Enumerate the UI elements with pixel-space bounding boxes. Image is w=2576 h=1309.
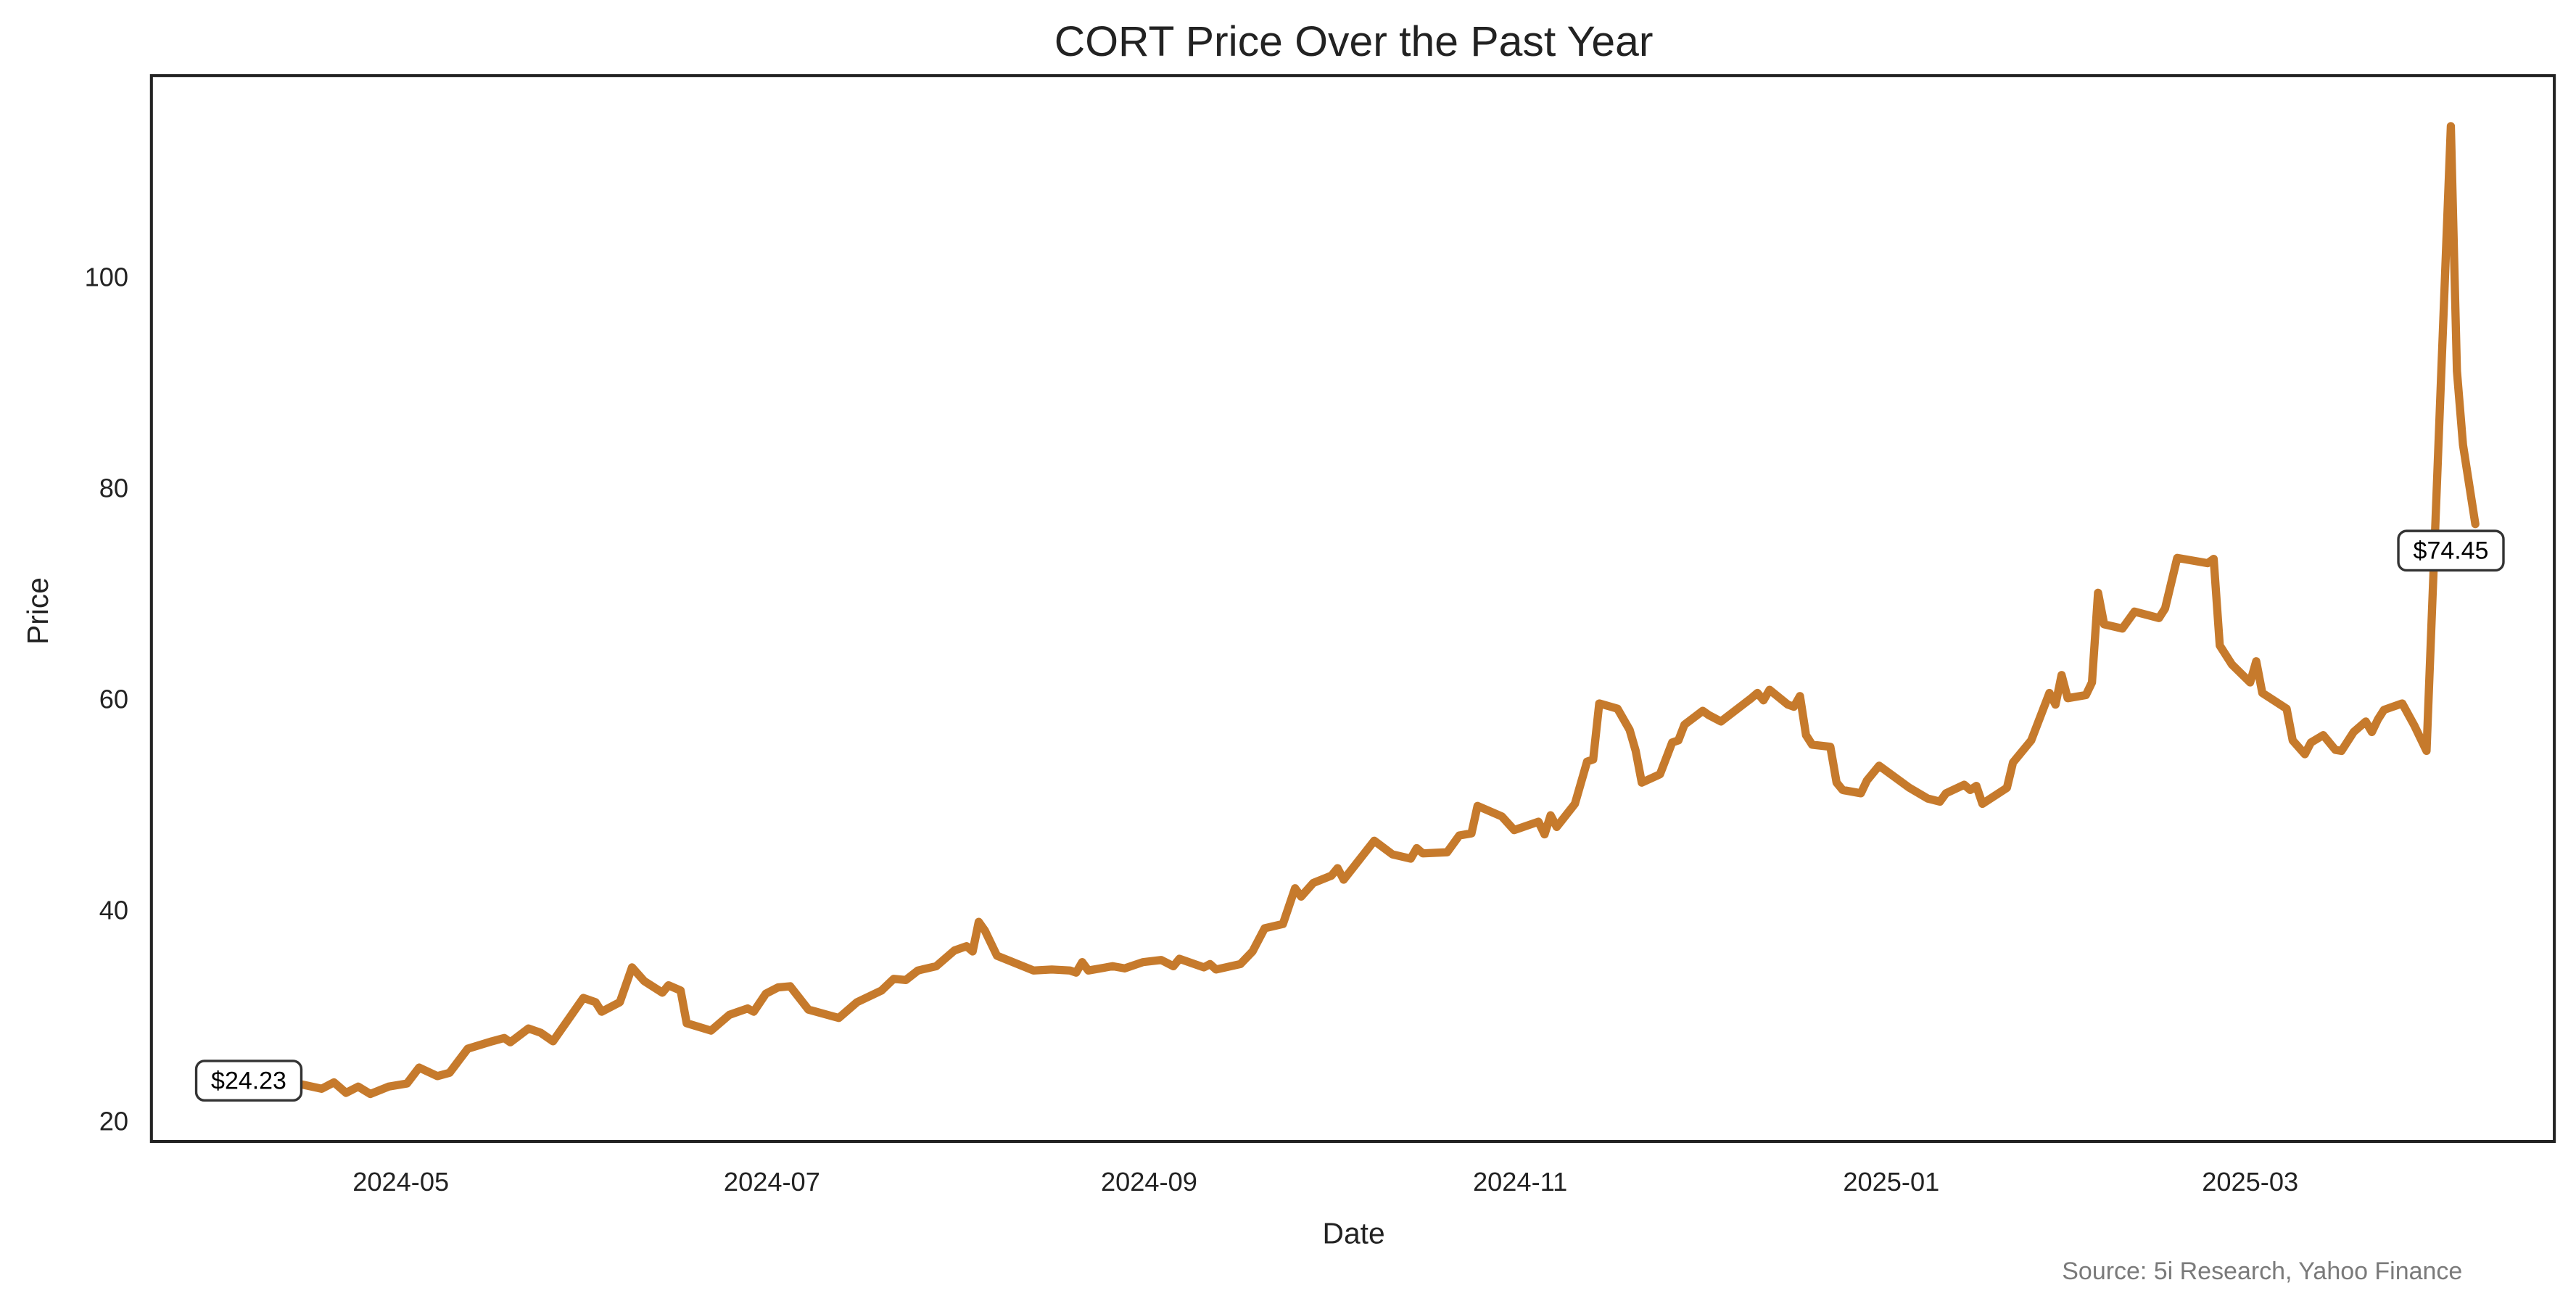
price-annotation: $24.23 [211, 1067, 286, 1094]
annotation-box [194, 1060, 303, 1102]
annotation-box [2397, 529, 2505, 572]
y-axis-label: Price [21, 577, 54, 645]
price-annotation: $74.45 [2414, 537, 2489, 565]
x-tick-label: 2024-07 [724, 1167, 820, 1197]
y-tick-label: 80 [99, 473, 128, 503]
x-tick-label: 2025-03 [2202, 1167, 2298, 1197]
y-tick-label: 20 [99, 1106, 128, 1136]
x-tick-label: 2024-09 [1101, 1167, 1197, 1197]
x-tick-label: 2024-05 [352, 1167, 449, 1197]
y-tick-label: 40 [99, 895, 128, 925]
y-tick-label: 100 [85, 262, 128, 292]
chart-title: CORT Price Over the Past Year [1054, 18, 1654, 65]
x-tick-label: 2024-11 [1473, 1167, 1567, 1197]
price-line [244, 122, 2480, 1099]
source-note: Source: 5i Research, Yahoo Finance [2062, 1258, 2462, 1285]
y-tick-label: 60 [99, 684, 128, 714]
plot-frame [149, 74, 2556, 1144]
x-axis-label: Date [1323, 1216, 1385, 1250]
x-tick-label: 2025-01 [1843, 1167, 1939, 1197]
